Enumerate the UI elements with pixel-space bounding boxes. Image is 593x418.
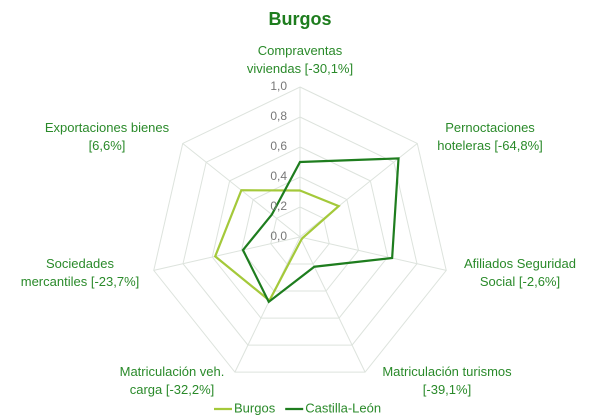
- y-tick-label: 0,0: [270, 229, 287, 243]
- spoke: [299, 236, 447, 271]
- spoke: [299, 236, 366, 373]
- legend-label: Castilla-León: [305, 400, 381, 415]
- axis-label: Compraventas viviendas [-30,1%]: [247, 43, 353, 76]
- y-tick-label: 1,0: [270, 79, 287, 93]
- y-tick-label: 0,2: [270, 199, 287, 213]
- y-tick-label: 0,8: [270, 109, 287, 123]
- axis-label: Matriculación veh. carga [-32,2%]: [120, 364, 225, 397]
- y-tick-label: 0,6: [270, 139, 287, 153]
- spoke: [153, 236, 301, 271]
- axis-label: Afiliados Seguridad Social [-2,6%]: [464, 256, 576, 289]
- axis-label: Pernoctaciones hoteleras [-64,8%]: [437, 120, 543, 153]
- axis-label: Exportaciones bienes [6,6%]: [45, 120, 170, 153]
- grid-ring: [153, 86, 447, 373]
- spoke: [299, 143, 418, 238]
- y-tick-label: 0,4: [270, 169, 287, 183]
- axis-label: Matriculación turismos [-39,1%]: [382, 364, 512, 397]
- series-line: [213, 189, 341, 303]
- grid-ring: [211, 146, 389, 319]
- grid-ring: [270, 206, 330, 265]
- legend-label: Burgos: [234, 400, 276, 415]
- spoke: [234, 236, 301, 373]
- chart-title: Burgos: [269, 9, 332, 29]
- grid-ring: [240, 176, 360, 292]
- series-line: [241, 157, 400, 304]
- axis-label: Sociedades mercantiles [-23,7%]: [21, 256, 140, 289]
